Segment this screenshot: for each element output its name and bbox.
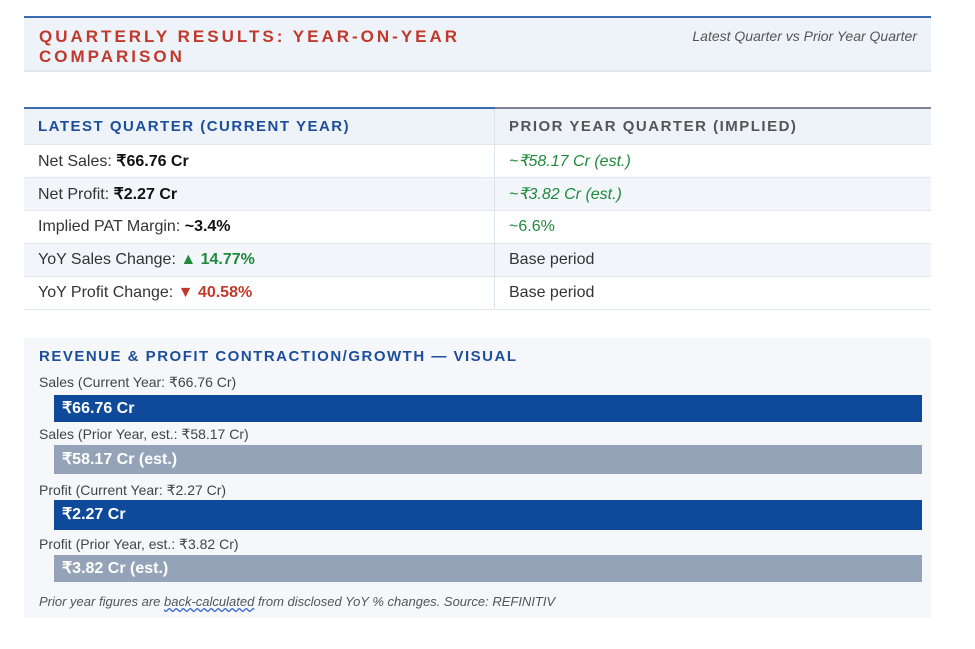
- table-header-row: LATEST QUARTER (CURRENT YEAR) PRIOR YEAR…: [24, 107, 931, 145]
- profit-prior-bar: ₹3.82 Cr (est.): [54, 555, 922, 582]
- sales-current-bar: ₹66.76 Cr: [54, 395, 922, 422]
- column-header-prior: PRIOR YEAR QUARTER (IMPLIED): [494, 107, 931, 145]
- row-value: ₹66.76 Cr: [116, 153, 189, 170]
- table-row: YoY Profit Change: ▼ 40.58% Base period: [24, 276, 931, 310]
- row-label: YoY Profit Change:: [38, 284, 178, 301]
- bar-label: Sales (Current Year: ₹66.76 Cr): [39, 374, 237, 390]
- row-prior-value: ~₹58.17 Cr (est.): [494, 144, 931, 178]
- bar-label: Profit (Current Year: ₹2.27 Cr): [39, 482, 227, 498]
- bar-label: Sales (Prior Year, est.: ₹58.17 Cr): [39, 426, 249, 442]
- row-prior-value: Base period: [494, 276, 931, 310]
- report-header: QUARTERLY RESULTS: YEAR-ON-YEAR COMPARIS…: [24, 16, 931, 72]
- comparison-table: LATEST QUARTER (CURRENT YEAR) PRIOR YEAR…: [24, 107, 931, 310]
- page-subtitle: Latest Quarter vs Prior Year Quarter: [692, 28, 917, 44]
- footnote-text: from disclosed YoY % changes. Source: RE…: [254, 594, 556, 609]
- profit-current-bar: ₹2.27 Cr: [54, 500, 922, 530]
- row-value-positive: ▲ 14.77%: [180, 251, 255, 268]
- footnote-term: back-calculated: [164, 594, 255, 609]
- row-value: ~3.4%: [184, 218, 231, 235]
- bar-label: Profit (Prior Year, est.: ₹3.82 Cr): [39, 536, 239, 552]
- row-value-negative: ▼ 40.58%: [177, 284, 253, 301]
- column-header-current: LATEST QUARTER (CURRENT YEAR): [24, 107, 495, 145]
- row-prior-value: ~6.6%: [494, 210, 931, 244]
- row-label: YoY Sales Change:: [38, 251, 181, 268]
- section-title: REVENUE & PROFIT CONTRACTION/GROWTH — VI…: [39, 348, 518, 365]
- table-row: Implied PAT Margin: ~3.4% ~6.6%: [24, 210, 931, 244]
- footnote-text: Prior year figures are: [39, 594, 164, 609]
- visual-section: REVENUE & PROFIT CONTRACTION/GROWTH — VI…: [24, 338, 931, 618]
- table-row: Net Sales: ₹66.76 Cr ~₹58.17 Cr (est.): [24, 144, 931, 178]
- footnote: Prior year figures are back-calculated f…: [39, 594, 555, 609]
- table-row: YoY Sales Change: ▲ 14.77% Base period: [24, 243, 931, 277]
- row-label: Implied PAT Margin:: [38, 218, 185, 235]
- row-value: ₹2.27 Cr: [113, 186, 178, 203]
- row-label: Net Sales:: [38, 153, 117, 170]
- table-row: Net Profit: ₹2.27 Cr ~₹3.82 Cr (est.): [24, 177, 931, 211]
- row-label: Net Profit:: [38, 186, 114, 203]
- page-title: QUARTERLY RESULTS: YEAR-ON-YEAR COMPARIS…: [39, 27, 461, 66]
- sales-prior-bar: ₹58.17 Cr (est.): [54, 445, 922, 474]
- row-prior-value: Base period: [494, 243, 931, 277]
- row-prior-value: ~₹3.82 Cr (est.): [494, 177, 931, 211]
